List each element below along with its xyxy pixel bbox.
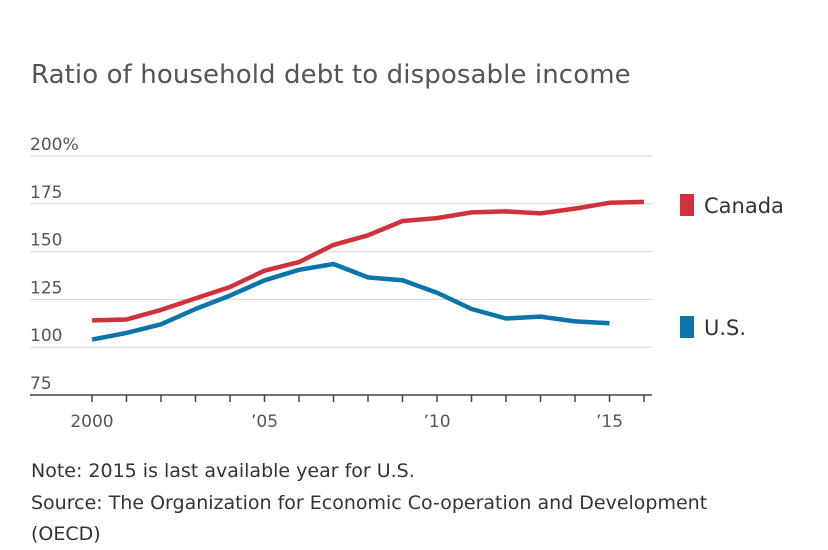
y-tick-label: 200% — [30, 135, 79, 155]
series-line-canada — [91, 199, 645, 323]
y-tick-label: 175 — [30, 183, 62, 203]
y-tick-label: 100 — [30, 326, 62, 346]
y-tick-label: 150 — [30, 231, 62, 251]
x-tick-label: ’10 — [423, 412, 450, 432]
y-axis-labels: 200% 175 150 125 100 75 — [30, 135, 79, 394]
legend-label: Canada — [704, 194, 784, 218]
legend: Canada U.S. — [680, 194, 784, 340]
y-tick-label: 125 — [30, 278, 62, 298]
x-tick-label: ’15 — [596, 412, 623, 432]
x-axis: 2000 ’05 ’10 ’15 — [30, 394, 652, 432]
chart-title: Ratio of household debt to disposable in… — [31, 60, 631, 90]
legend-swatch — [680, 194, 694, 216]
y-tick-label: 75 — [30, 374, 52, 394]
series-line-us — [91, 261, 610, 342]
x-tick-label: ’05 — [251, 412, 278, 432]
footnote: Note: 2015 is last available year for U.… — [31, 460, 415, 482]
legend-label: U.S. — [704, 316, 746, 340]
series-lines — [91, 199, 645, 342]
source-line-1: Source: The Organization for Economic Co… — [31, 492, 708, 514]
legend-swatch — [680, 316, 694, 338]
source-line-2: (OECD) — [31, 523, 101, 545]
x-tick-label: 2000 — [70, 412, 113, 432]
line-chart: 200% 175 150 125 100 75 2000 ’05 ’10 ’15 Canada U… — [30, 135, 784, 432]
grid-lines — [30, 155, 652, 348]
